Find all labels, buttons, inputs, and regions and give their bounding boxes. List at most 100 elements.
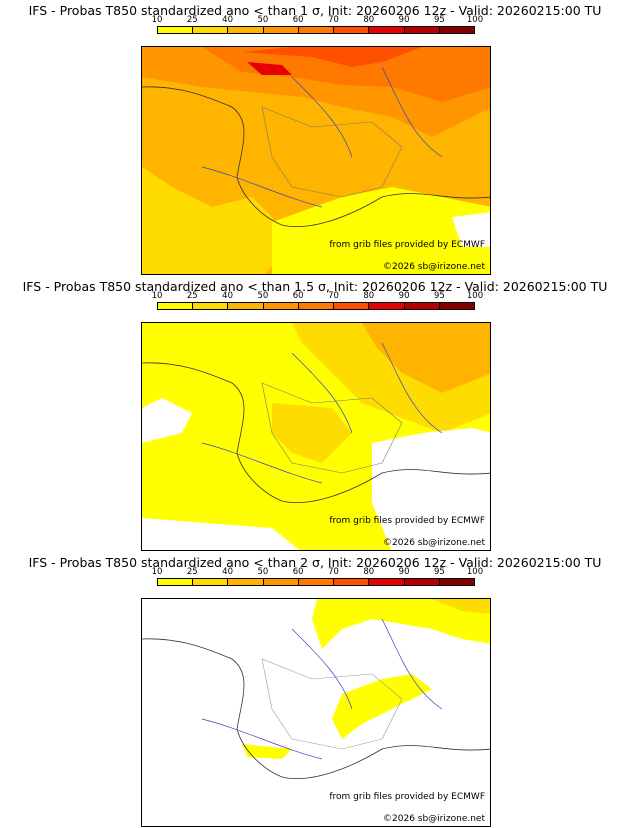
colorbar-swatch <box>298 579 335 585</box>
colorbar-tick: 50 <box>257 15 269 25</box>
probability-field-zero-med <box>372 428 490 550</box>
probability-field-10-north <box>312 599 490 649</box>
source-credit: from grib files provided by ECMWF <box>329 792 485 802</box>
colorbar-ticks: 10 25 40 50 60 70 80 90 95 100 <box>152 15 484 25</box>
forecast-panel-2sigma: IFS - Probas T850 standardized ano < tha… <box>0 552 630 828</box>
colorbar-tick: 95 <box>433 567 445 577</box>
probability-field-90 <box>247 62 292 75</box>
colorbar-tick: 25 <box>186 15 198 25</box>
colorbar-tick: 90 <box>398 567 410 577</box>
coastline <box>142 362 490 503</box>
probability-field-base <box>142 599 490 826</box>
colorbar-tick: 60 <box>292 291 304 301</box>
colorbar-ticks: 10 25 40 50 60 70 80 90 95 100 <box>152 291 484 301</box>
probability-field-70 <box>202 47 490 102</box>
map-drawing <box>142 599 490 826</box>
colorbar-tick: 80 <box>363 567 375 577</box>
colorbar-tick: 10 <box>151 567 163 577</box>
colorbar-swatch <box>263 27 299 33</box>
colorbar-swatch <box>158 27 194 33</box>
colorbar-tick: 80 <box>363 15 375 25</box>
colorbar-tick: 40 <box>222 291 234 301</box>
colorbar-tick: 80 <box>363 291 375 301</box>
copyright-credit: ©2026 sb@irizone.net <box>383 262 485 272</box>
colorbar-tick: 90 <box>398 15 410 25</box>
probability-field-80 <box>242 47 422 67</box>
colorbar: 10 25 40 50 60 70 80 90 95 100 <box>152 15 484 39</box>
colorbar: 10 25 40 50 60 70 80 90 95 100 <box>152 567 484 591</box>
colorbar-swatch <box>158 579 194 585</box>
colorbar-tick: 40 <box>222 15 234 25</box>
colorbar-tick: 70 <box>328 291 339 301</box>
colorbar-swatch <box>334 27 370 33</box>
colorbar-swatch <box>439 27 474 33</box>
colorbar-swatch <box>228 579 264 585</box>
colorbar-tick: 70 <box>328 15 339 25</box>
colorbar-swatch <box>228 303 264 309</box>
borders <box>261 106 403 198</box>
rivers <box>201 618 443 760</box>
colorbar-tick: 95 <box>433 15 445 25</box>
probability-map: from grib files provided by ECMWF ©2026 … <box>141 598 491 827</box>
probability-field-zero-spain <box>142 518 300 550</box>
colorbar-tick: 50 <box>257 567 269 577</box>
colorbar-swatches <box>157 26 475 34</box>
colorbar-tick: 25 <box>186 291 198 301</box>
colorbar-tick: 10 <box>151 15 163 25</box>
panel-title: IFS - Probas T850 standardized ano < tha… <box>22 279 608 294</box>
borders <box>261 382 403 474</box>
source-credit: from grib files provided by ECMWF <box>329 240 485 250</box>
copyright-credit: ©2026 sb@irizone.net <box>383 814 485 824</box>
probability-field-zero-atlantic <box>142 398 192 443</box>
colorbar-tick: 100 <box>466 291 484 301</box>
colorbar-swatches <box>157 302 475 310</box>
probability-field-10-alps <box>332 674 432 739</box>
probability-field-10-pyrenees <box>242 744 292 759</box>
colorbar-swatch <box>263 303 299 309</box>
colorbar-swatch <box>439 579 474 585</box>
colorbar-tick: 60 <box>292 15 304 25</box>
forecast-panel-1sigma: IFS - Probas T850 standardized ano < tha… <box>0 0 630 276</box>
colorbar-tick: 25 <box>186 567 198 577</box>
colorbar-swatch <box>263 579 299 585</box>
colorbar-tick: 100 <box>466 567 484 577</box>
colorbar-swatch <box>158 303 194 309</box>
colorbar-tick: 100 <box>466 15 484 25</box>
map-drawing <box>142 47 490 274</box>
colorbar-tick: 60 <box>292 567 304 577</box>
colorbar-swatch <box>193 27 229 33</box>
colorbar-swatch <box>334 303 370 309</box>
probability-map: from grib files provided by ECMWF ©2026 … <box>141 322 491 551</box>
colorbar-ticks: 10 25 40 50 60 70 80 90 95 100 <box>152 567 484 577</box>
colorbar-swatch <box>404 303 440 309</box>
probability-field-zero <box>452 212 490 247</box>
colorbar-tick: 50 <box>257 291 269 301</box>
probability-field-10 <box>272 187 490 274</box>
probability-map: from grib files provided by ECMWF ©2026 … <box>141 46 491 275</box>
probability-field-40 <box>362 323 490 393</box>
panel-title: IFS - Probas T850 standardized ano < tha… <box>28 555 602 570</box>
map-drawing <box>142 323 490 550</box>
forecast-panel-1-5sigma: IFS - Probas T850 standardized ano < tha… <box>0 276 630 552</box>
borders <box>261 658 403 750</box>
copyright-credit: ©2026 sb@irizone.net <box>383 538 485 548</box>
colorbar-swatch <box>298 27 335 33</box>
colorbar-tick: 10 <box>151 291 163 301</box>
colorbar-tick: 90 <box>398 291 410 301</box>
colorbar-swatch <box>404 579 440 585</box>
probability-field-25-south <box>272 403 352 463</box>
colorbar-swatch <box>193 303 229 309</box>
colorbar-swatch <box>298 303 335 309</box>
colorbar-swatch <box>228 27 264 33</box>
colorbar-tick: 40 <box>222 567 234 577</box>
coastline <box>142 638 490 779</box>
colorbar-swatch <box>369 27 405 33</box>
colorbar-tick: 70 <box>328 567 339 577</box>
colorbar-swatch <box>404 27 440 33</box>
colorbar-swatch <box>369 579 405 585</box>
colorbar: 10 25 40 50 60 70 80 90 95 100 <box>152 291 484 315</box>
colorbar-swatches <box>157 578 475 586</box>
coastline <box>142 86 490 227</box>
colorbar-swatch <box>439 303 474 309</box>
colorbar-tick: 95 <box>433 291 445 301</box>
